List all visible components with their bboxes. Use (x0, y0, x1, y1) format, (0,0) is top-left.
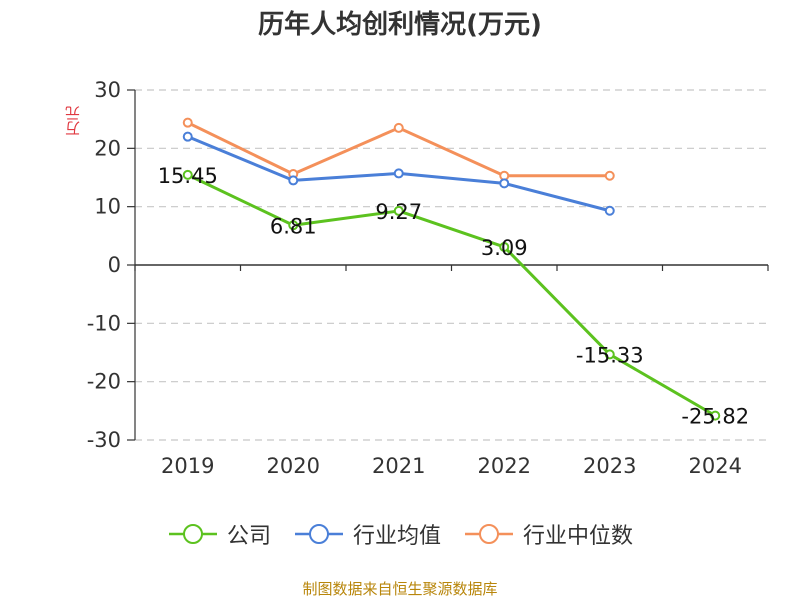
data-label: 9.27 (375, 200, 422, 224)
data-point-1 (288, 175, 299, 186)
data-point-2 (182, 117, 193, 128)
data-point-2 (393, 122, 404, 133)
data-point-0 (182, 169, 193, 180)
data-label: 3.09 (481, 236, 528, 260)
y-tick-label: 30 (94, 78, 121, 102)
data-point-1 (499, 178, 510, 189)
legend-label-industry-median: 行业中位数 (523, 524, 634, 549)
legend-label-company: 公司 (226, 524, 271, 549)
data-point-1 (604, 205, 615, 216)
legend-label-industry-average: 行业均值 (352, 524, 441, 549)
x-tick-label: 2023 (583, 454, 636, 478)
legend-item-industry-median[interactable]: 行业中位数 (463, 518, 633, 550)
data-point-0 (393, 205, 404, 216)
series-line-0 (187, 173, 717, 417)
y-tick-label: 0 (108, 253, 121, 277)
data-label: -15.33 (576, 343, 644, 367)
chart-title: 历年人均创利情况(万元) (258, 10, 542, 40)
y-tick-label: 10 (94, 195, 121, 219)
x-tick-label: 2022 (478, 454, 531, 478)
data-label: 6.81 (270, 214, 317, 238)
y-tick-label: -20 (87, 370, 121, 394)
data-label: -25.82 (681, 405, 749, 429)
data-point-1 (393, 168, 404, 179)
data-point-2 (604, 170, 615, 181)
legend: 公司 行业均值 行业中位数 (0, 518, 800, 550)
x-tick-label: 2019 (161, 454, 214, 478)
data-point-1 (182, 131, 193, 142)
source-footer: 制图数据来自恒生聚源数据库 (302, 580, 498, 598)
data-point-0 (710, 410, 721, 421)
legend-marker-company (168, 524, 217, 544)
x-tick-label: 2020 (267, 454, 320, 478)
data-point-0 (499, 241, 510, 252)
x-tick-label: 2021 (372, 454, 425, 478)
legend-marker-industry-average (294, 524, 343, 544)
legend-item-company[interactable]: 公司 (167, 518, 271, 550)
y-tick-label: -30 (87, 428, 121, 452)
data-label: 15.45 (158, 164, 218, 188)
data-point-0 (604, 349, 615, 360)
legend-marker-industry-median (465, 524, 513, 544)
y-tick-label: -10 (87, 311, 121, 335)
x-tick-label: 2024 (689, 454, 742, 478)
data-point-0 (288, 220, 299, 231)
legend-item-industry-average[interactable]: 行业均值 (293, 518, 441, 550)
y-tick-label: 20 (94, 136, 121, 160)
